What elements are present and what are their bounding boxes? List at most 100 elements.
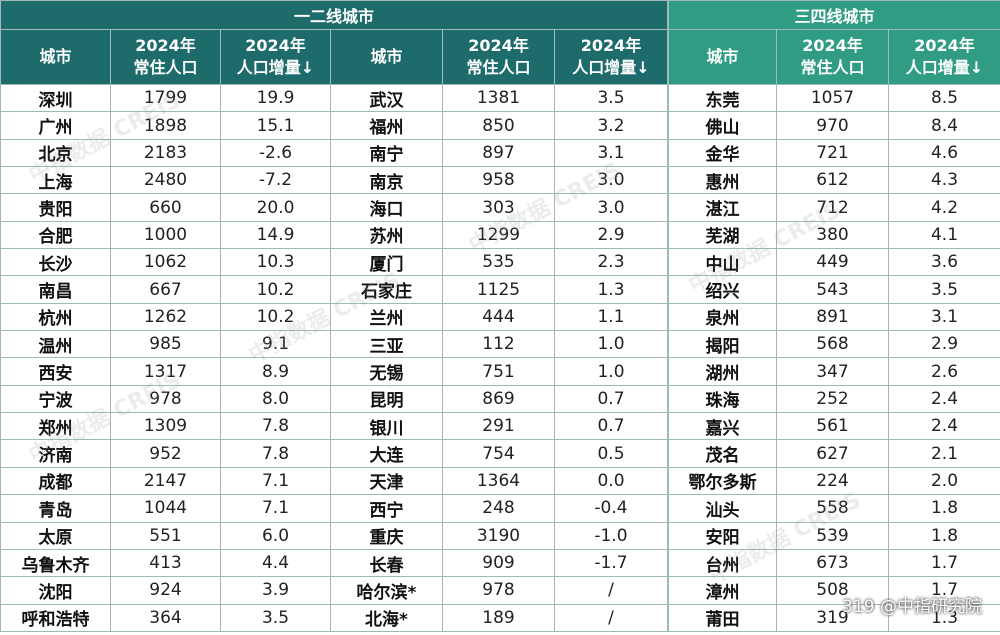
increase-cell: 10.2 [220, 302, 331, 332]
increase-cell: 3.5 [220, 603, 331, 632]
increase-cell: 1.3 [887, 603, 1000, 632]
population-cell: 850 [442, 111, 555, 140]
city-cell: 乌鲁木齐 [0, 548, 111, 578]
city-cell: 南宁 [330, 138, 443, 168]
city-cell: 沈阳 [0, 576, 111, 605]
increase-cell: 2.3 [553, 248, 669, 277]
city-cell: 天津 [330, 466, 443, 496]
population-cell: 1062 [110, 248, 221, 277]
population-cell: 1125 [442, 275, 555, 304]
city-cell: 惠州 [668, 166, 777, 195]
city-cell: 北京 [0, 138, 111, 168]
city-cell: 西安 [0, 357, 111, 386]
increase-cell: 3.1 [887, 302, 1000, 332]
population-cell: 924 [110, 576, 221, 605]
table-row: 西安 1317 8.9 无锡 751 1.0 [0, 357, 669, 386]
increase-cell: 8.0 [220, 384, 331, 414]
population-cell: 568 [776, 330, 889, 359]
city-cell: 佛山 [668, 111, 777, 140]
population-cell: 985 [110, 330, 221, 359]
increase-cell: 1.7 [887, 548, 1000, 578]
population-cell: 869 [442, 384, 555, 414]
increase-cell: 19.9 [220, 83, 331, 113]
table-row: 佛山 970 8.4 [668, 111, 1000, 140]
table-row: 揭阳 568 2.9 [668, 330, 1000, 359]
population-cell: 952 [110, 439, 221, 468]
col-header-city: 城市 [0, 29, 111, 85]
population-cell: 347 [776, 357, 889, 386]
city-cell: 湛江 [668, 193, 777, 222]
population-cell: 1309 [110, 412, 221, 441]
population-cell: 958 [442, 166, 555, 195]
increase-cell: 7.8 [220, 439, 331, 468]
population-cell: 291 [442, 412, 555, 441]
population-cell: 1898 [110, 111, 221, 140]
city-cell: 太原 [0, 521, 111, 550]
population-cell: 891 [776, 302, 889, 332]
city-cell: 石家庄 [330, 275, 443, 304]
table-row: 台州 673 1.7 [668, 548, 1000, 578]
increase-cell: 3.0 [553, 193, 669, 222]
population-cell: 112 [442, 330, 555, 359]
city-cell: 南京 [330, 166, 443, 195]
city-cell: 大连 [330, 439, 443, 468]
population-cell: 444 [442, 302, 555, 332]
population-cell: 2147 [110, 466, 221, 496]
city-cell: 苏州 [330, 220, 443, 250]
table-row: 湛江 712 4.2 [668, 193, 1000, 222]
table-row: 泉州 891 3.1 [668, 302, 1000, 332]
increase-cell: -1.7 [553, 548, 669, 578]
increase-cell: 6.0 [220, 521, 331, 550]
city-cell: 合肥 [0, 220, 111, 250]
increase-cell: 0.5 [553, 439, 669, 468]
population-cell: 380 [776, 220, 889, 250]
increase-cell: 2.9 [887, 330, 1000, 359]
city-cell: 深圳 [0, 83, 111, 113]
city-cell: 三亚 [330, 330, 443, 359]
city-cell: 呼和浩特 [0, 603, 111, 632]
city-cell: 绍兴 [668, 275, 777, 304]
population-cell: 535 [442, 248, 555, 277]
city-cell: 上海 [0, 166, 111, 195]
table-row: 上海 2480 -7.2 南京 958 3.0 [0, 166, 669, 195]
city-cell: 安阳 [668, 521, 777, 550]
table-row: 青岛 1044 7.1 西宁 248 -0.4 [0, 494, 669, 523]
city-cell: 金华 [668, 138, 777, 168]
city-cell: 茂名 [668, 439, 777, 468]
population-cell: 449 [776, 248, 889, 277]
increase-cell: 20.0 [220, 193, 331, 222]
population-cell: 667 [110, 275, 221, 304]
increase-cell: 3.0 [553, 166, 669, 195]
population-cell: 413 [110, 548, 221, 578]
table-row: 鄂尔多斯 224 2.0 [668, 466, 1000, 496]
increase-cell: 3.5 [887, 275, 1000, 304]
population-cell: 508 [776, 576, 889, 605]
population-cell: 539 [776, 521, 889, 550]
increase-cell: 1.0 [553, 357, 669, 386]
increase-cell: 9.1 [220, 330, 331, 359]
population-cell: 1262 [110, 302, 221, 332]
tier12-title: 一二线城市 [0, 0, 669, 30]
increase-cell: 7.1 [220, 466, 331, 496]
table-row: 汕头 558 1.8 [668, 494, 1000, 523]
city-cell: 台州 [668, 548, 777, 578]
city-cell: 福州 [330, 111, 443, 140]
increase-cell: 3.2 [553, 111, 669, 140]
increase-cell: 0.0 [553, 466, 669, 496]
table-row: 贵阳 660 20.0 海口 303 3.0 [0, 193, 669, 222]
city-cell: 广州 [0, 111, 111, 140]
increase-cell: 2.4 [887, 384, 1000, 414]
city-cell: 长沙 [0, 248, 111, 277]
table-row: 长沙 1062 10.3 厦门 535 2.3 [0, 248, 669, 277]
tier34-body: 东莞 1057 8.5 佛山 970 8.4 金华 721 4.6 惠州 612 4.3 湛江 712 4.… [668, 83, 1000, 632]
city-cell: 重庆 [330, 521, 443, 550]
population-cell: 978 [442, 576, 555, 605]
table-row: 北京 2183 -2.6 南宁 897 3.1 [0, 138, 669, 168]
city-cell: 珠海 [668, 384, 777, 414]
increase-cell: / [553, 603, 669, 632]
city-cell: 漳州 [668, 576, 777, 605]
population-cell: 751 [442, 357, 555, 386]
city-cell: 温州 [0, 330, 111, 359]
col-header-city: 城市 [668, 29, 777, 85]
increase-cell: -2.6 [220, 138, 331, 168]
